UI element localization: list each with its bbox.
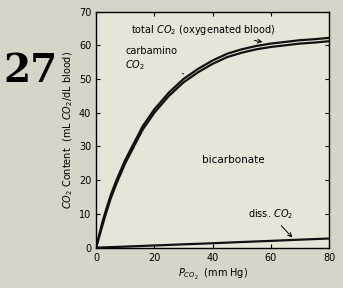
X-axis label: $P_{CO_2}$  (mm Hg): $P_{CO_2}$ (mm Hg) (178, 267, 248, 282)
Text: bicarbonate: bicarbonate (202, 155, 264, 165)
Text: 27: 27 (3, 52, 58, 90)
Text: carbamino
$CO_2$: carbamino $CO_2$ (125, 46, 184, 74)
Y-axis label: $CO_2$ Content  (mL $CO_2$/dL blood): $CO_2$ Content (mL $CO_2$/dL blood) (61, 51, 75, 209)
Text: total $CO_2$ (oxygenated blood): total $CO_2$ (oxygenated blood) (131, 23, 275, 43)
Text: diss. $CO_2$: diss. $CO_2$ (248, 207, 293, 237)
